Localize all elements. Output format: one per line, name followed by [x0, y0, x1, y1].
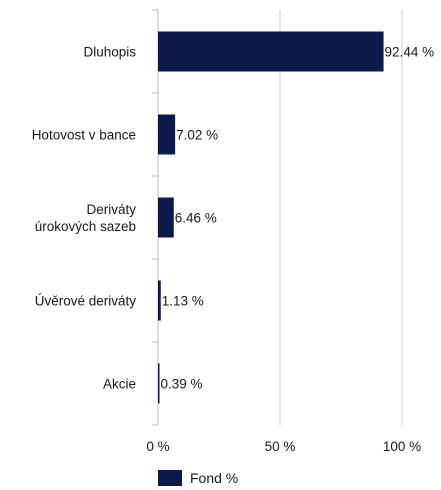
x-tick-label-100: 100 %	[383, 439, 421, 454]
category-label-4-0: Akcie	[103, 377, 136, 392]
value-label-3: 1.13 %	[162, 294, 204, 309]
category-label-0-0: Dluhopis	[83, 45, 136, 60]
value-label-1: 7.02 %	[176, 128, 218, 143]
category-label-3-0: Úvěrové deriváty	[35, 294, 137, 309]
bar-4	[158, 363, 160, 404]
legend-label: Fond %	[190, 470, 239, 486]
value-label-0: 92.44 %	[385, 45, 435, 60]
x-tick-label-0: 0 %	[146, 439, 169, 454]
x-tick-label-50: 50 %	[265, 439, 296, 454]
bar-chart: Dluhopis 92.44 % Hotovost v bance 7.02 % Der…	[32, 9, 435, 454]
category-label-2-0: Deriváty	[86, 202, 136, 217]
legend-swatch	[158, 470, 182, 486]
category-label-1-0: Hotovost v bance	[32, 128, 136, 143]
category-label-2-1: úrokových sazeb	[35, 219, 136, 234]
bar-1	[158, 114, 176, 155]
value-label-2: 6.46 %	[175, 211, 217, 226]
value-label-4: 0.39 %	[161, 377, 203, 392]
bar-2	[158, 197, 174, 238]
legend: Fond %	[158, 470, 238, 486]
bar-0	[158, 31, 384, 72]
bar-3	[158, 280, 161, 321]
